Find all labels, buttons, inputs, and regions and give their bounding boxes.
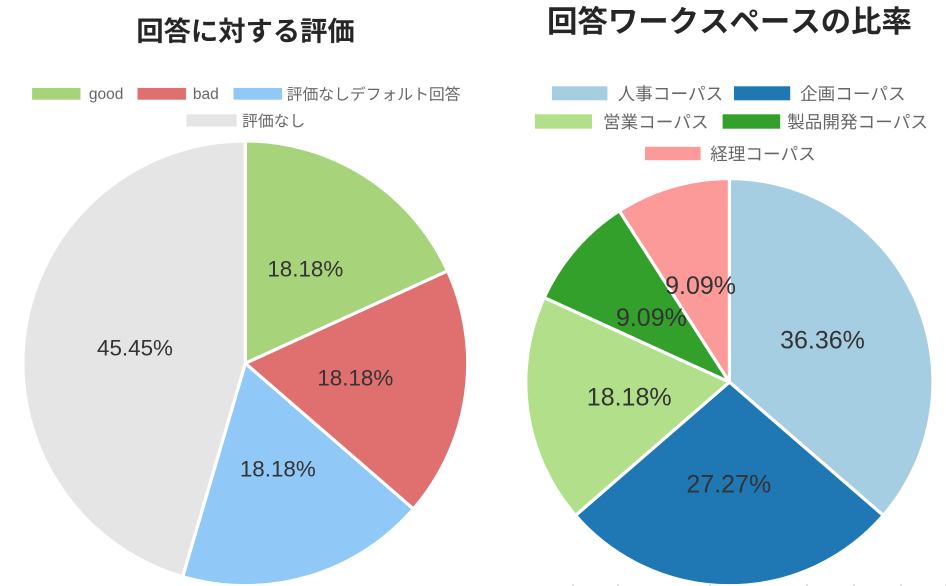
- svg-text:27.27%: 27.27%: [686, 471, 771, 499]
- svg-text:45.45%: 45.45%: [97, 335, 173, 360]
- svg-text:36.36%: 36.36%: [780, 327, 865, 355]
- svg-text:18.18%: 18.18%: [587, 383, 672, 411]
- svg-text:bad: bad: [193, 86, 219, 103]
- svg-text:18.18%: 18.18%: [317, 366, 393, 391]
- svg-text:9.09%: 9.09%: [616, 304, 687, 332]
- svg-text:18.18%: 18.18%: [267, 257, 343, 282]
- svg-text:18.18%: 18.18%: [240, 457, 316, 482]
- svg-text:good: good: [89, 86, 123, 103]
- svg-text:9.09%: 9.09%: [665, 272, 736, 300]
